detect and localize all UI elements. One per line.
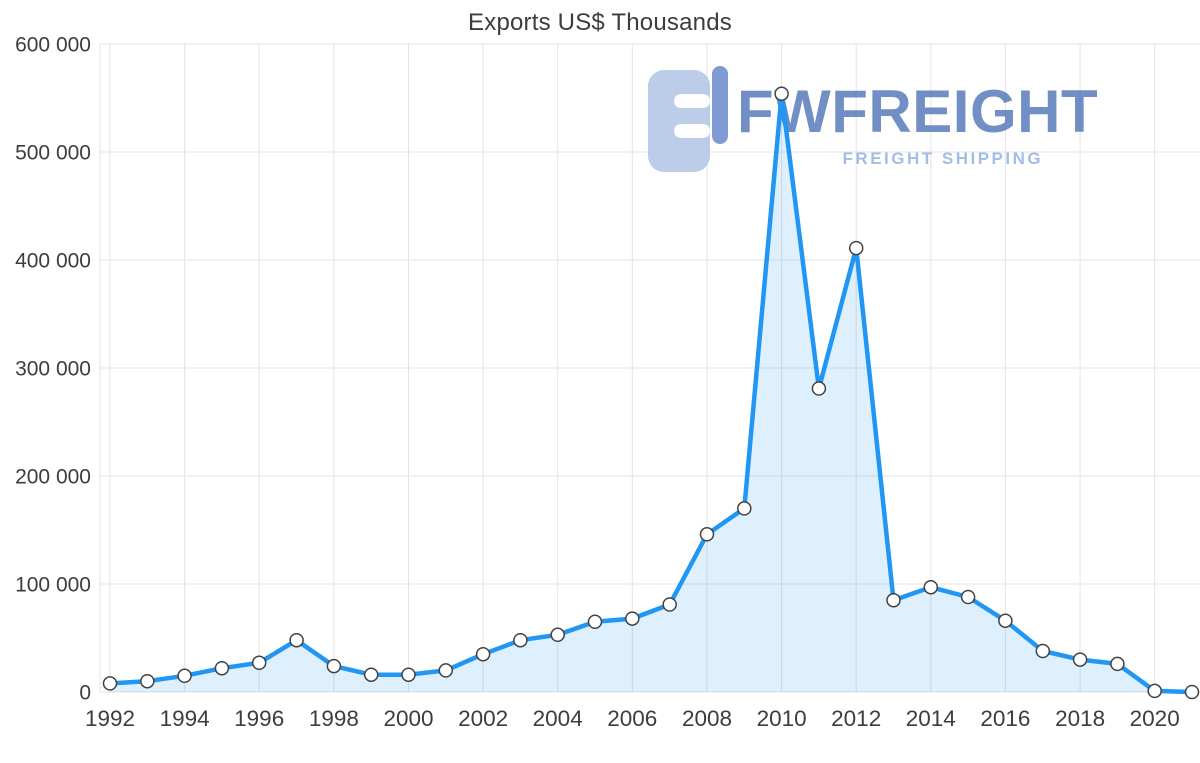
- x-axis-tick-label: 1996: [234, 706, 284, 731]
- x-axis-tick-label: 2016: [980, 706, 1030, 731]
- data-point-marker: [699, 527, 715, 542]
- x-axis-tick-label: 1994: [160, 706, 210, 731]
- x-axis-tick-label: 2000: [383, 706, 433, 731]
- data-point-marker: [998, 613, 1013, 628]
- y-axis-tick-label: 300 000: [15, 358, 91, 381]
- data-point-marker: [140, 673, 155, 689]
- y-axis-tick-label: 600 000: [15, 34, 91, 57]
- x-axis-tick-label: 2004: [533, 706, 583, 731]
- data-point-marker: [1035, 643, 1051, 659]
- x-axis-tick-label: 2002: [458, 706, 508, 731]
- y-axis-tick-label: 200 000: [15, 466, 91, 489]
- x-axis-tick-label: 2008: [682, 706, 732, 731]
- data-point-marker: [1147, 683, 1162, 699]
- data-point-marker: [513, 632, 528, 648]
- data-point-marker: [1072, 652, 1088, 667]
- x-axis-tick-label: 2014: [906, 706, 956, 731]
- data-point-marker: [1184, 684, 1200, 700]
- data-point-marker: [587, 614, 603, 630]
- data-point-marker: [737, 501, 752, 516]
- data-point-marker: [811, 381, 827, 396]
- data-point-marker: [102, 676, 118, 691]
- y-axis-tick-label: 500 000: [15, 142, 91, 165]
- data-point-marker: [363, 667, 379, 682]
- data-point-marker: [960, 589, 976, 605]
- data-point-marker: [475, 646, 491, 662]
- x-axis-tick-label: 2020: [1130, 706, 1180, 731]
- x-axis-tick-label: 2006: [607, 706, 657, 731]
- x-axis-tick-label: 2012: [831, 706, 881, 731]
- data-point-marker: [923, 579, 939, 595]
- y-axis-tick-label: 100 000: [15, 574, 91, 597]
- data-point-marker: [401, 667, 416, 682]
- x-axis-tick-label: 1992: [85, 706, 135, 731]
- data-point-marker: [326, 658, 342, 674]
- x-axis-tick-label: 2010: [757, 706, 807, 731]
- data-point-marker: [214, 660, 230, 676]
- data-point-marker: [848, 240, 864, 256]
- data-point-marker: [438, 663, 454, 678]
- y-axis-tick-label: 400 000: [15, 250, 91, 273]
- series-line: [107, 91, 1195, 695]
- data-point-marker: [662, 597, 677, 612]
- data-point-marker: [177, 668, 192, 684]
- x-axis-tick-label: 1998: [309, 706, 359, 731]
- data-point-marker: [886, 592, 901, 608]
- y-axis-tick-label: 0: [79, 682, 91, 705]
- data-point-marker: [625, 611, 640, 626]
- data-point-marker: [550, 627, 565, 643]
- data-point-marker: [251, 655, 267, 671]
- x-axis-tick-label: 2018: [1055, 706, 1105, 731]
- area-fill: [110, 93, 1192, 692]
- chart-title: Exports US$ Thousands: [468, 9, 732, 36]
- data-point-marker: [1110, 656, 1125, 672]
- data-point-marker: [774, 86, 789, 101]
- data-point-marker: [289, 632, 304, 648]
